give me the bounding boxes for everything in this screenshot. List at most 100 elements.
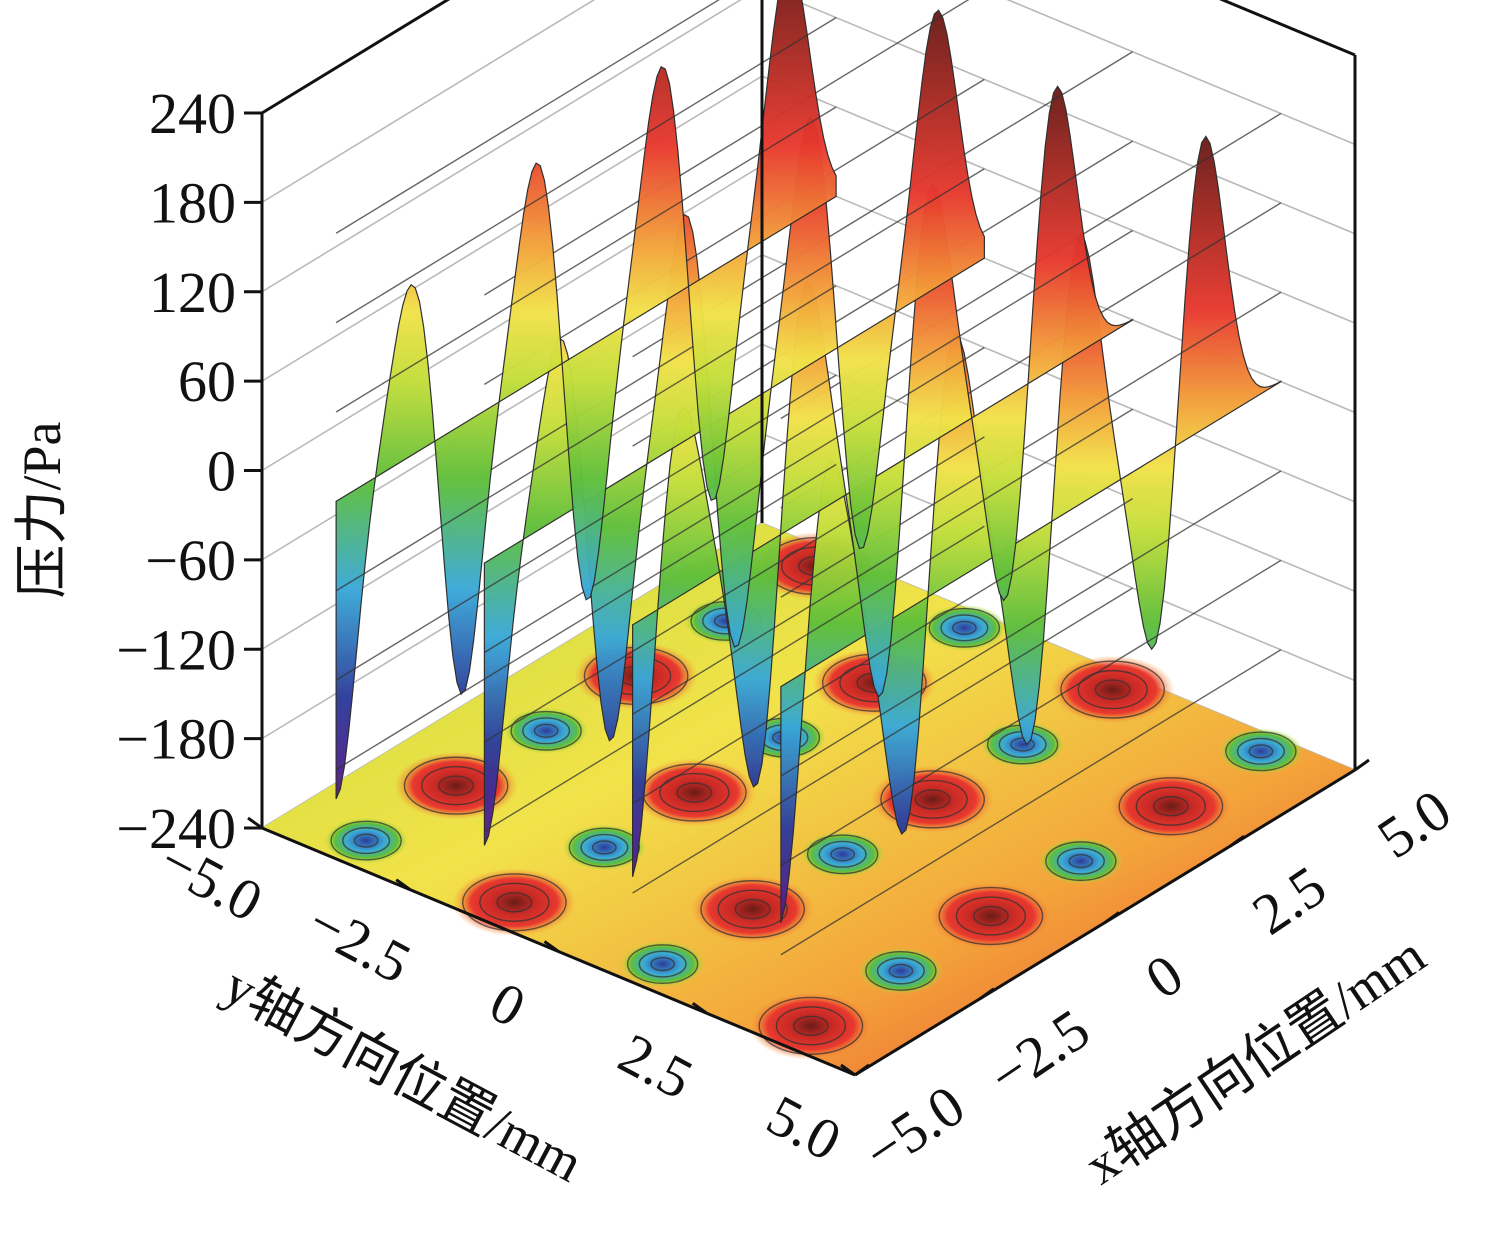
surface-contour: [632, 498, 1133, 805]
floor-contour-ring: [734, 899, 771, 920]
y-tick: [543, 940, 560, 953]
floor-low-spot: [324, 817, 409, 864]
floor-high-spot: [1050, 655, 1175, 724]
surface-contour: [780, 470, 1282, 777]
x-tick: [854, 1063, 870, 1077]
y-tick: [395, 878, 412, 891]
floor-contour-ring: [1118, 777, 1224, 836]
surface-contour: [484, 525, 985, 832]
floor-spot-fill: [690, 875, 815, 944]
floor-contour-ring: [626, 944, 699, 985]
surface-contour: [335, 17, 837, 324]
z-tick-label: −120: [116, 617, 236, 682]
floor-low-spot: [1218, 728, 1303, 775]
floor-contour-ring: [700, 880, 805, 939]
z-tick-label: 180: [149, 170, 236, 235]
floor-low-spot: [1038, 838, 1123, 885]
floor-contour-ring: [342, 827, 391, 855]
floor-low-spot: [922, 604, 1007, 651]
floor-spot-fill: [1218, 728, 1303, 775]
floor-contour-ring: [496, 892, 533, 913]
surface-row: [632, 51, 1134, 894]
floor-contour-ring: [818, 840, 867, 868]
x-tick-label: −5.0: [852, 1072, 976, 1185]
floor-contour-ring: [462, 873, 567, 932]
z-tick-label: 60: [178, 349, 236, 414]
surface-contour: [335, 374, 837, 681]
surface-contour: [780, 649, 1282, 956]
floor-spot-fill: [858, 947, 943, 995]
floor-contour-ring: [592, 840, 617, 855]
floor-spot-fill: [1038, 838, 1123, 885]
x-tick: [1229, 835, 1245, 848]
y-tick: [840, 1063, 856, 1077]
floor-spot-fill: [928, 881, 1053, 951]
floor-contour-ring: [775, 1006, 847, 1046]
floor-contour-ring: [330, 820, 402, 861]
floor-contour-ring: [1010, 737, 1035, 752]
z-gridline: [261, 0, 1356, 204]
floor-contour-ring: [758, 996, 864, 1055]
floor-contour-ring: [1056, 847, 1105, 875]
floor-contour-ring: [1045, 841, 1117, 882]
surface-contour: [632, 408, 1133, 715]
floor-spot-fill: [452, 868, 577, 937]
floor-spot-fill: [1050, 655, 1175, 724]
x-tick: [1354, 758, 1370, 772]
floor-contour-ring: [533, 723, 559, 738]
floor-contour-ring: [792, 1015, 829, 1036]
floor-contour-ring: [1135, 786, 1207, 826]
axis-frame-edge: [1219, 0, 1356, 57]
floor-spot-fill: [922, 604, 1007, 651]
floor-spot-fill: [562, 824, 647, 871]
floor-contour-ring: [1236, 737, 1285, 765]
x-tick: [1104, 911, 1120, 924]
floor-contour-ring: [659, 772, 730, 813]
pressure-surface: [335, 0, 1282, 956]
floor-contour-ring: [522, 717, 571, 745]
floor-low-spot: [858, 947, 943, 995]
y-tick-label: −2.5: [298, 889, 421, 996]
floor-contour-ring: [650, 956, 675, 972]
floor-contour-ring: [1152, 796, 1189, 817]
floor-contour-ring: [638, 950, 687, 978]
x-tick-label: 0: [1134, 941, 1194, 1011]
z-tick-label: 0: [207, 439, 236, 504]
z-tick-label: 120: [149, 260, 236, 325]
floor-contour-ring: [1068, 854, 1094, 869]
floor-low-spot: [504, 707, 589, 754]
floor-contour-ring: [938, 886, 1044, 946]
floor-contour-ring: [928, 607, 1001, 648]
floor-spot-fill: [632, 758, 757, 827]
floor-spot-fill: [1108, 772, 1233, 841]
floor-contour-ring: [1094, 679, 1131, 700]
y-tick-label: 2.5: [609, 1020, 704, 1111]
floor-contour-ring: [880, 770, 985, 829]
floor-high-spot: [748, 991, 873, 1060]
floor-contour-ring: [403, 756, 509, 815]
surface-contour: [484, 0, 970, 296]
y-tick-label: 0: [480, 969, 536, 1040]
z-tick-label: −180: [116, 707, 236, 772]
floor-contour-ring: [479, 882, 550, 922]
surface-contour: [484, 78, 985, 385]
x-tick-label: 5.0: [1366, 777, 1462, 871]
axis-frame-edge: [261, 0, 451, 115]
y-tick: [247, 816, 263, 830]
floor-high-spot: [1108, 772, 1233, 841]
z-tick-label: −240: [116, 796, 236, 861]
floor-contour-ring: [888, 963, 914, 979]
floor-contour-ring: [353, 833, 379, 848]
floor-contour-ring: [952, 620, 977, 635]
floor-contour-ring: [876, 957, 925, 985]
floor-low-spot: [800, 831, 885, 878]
floor-contour-ring: [972, 905, 1009, 927]
floor-spot-fill: [800, 831, 885, 878]
floor-contour-ring: [914, 789, 951, 810]
floor-spot-fill: [620, 940, 705, 988]
floor-contour-ring: [955, 896, 1027, 936]
surface-ribbon: [632, 85, 1134, 877]
y-tick: [691, 1002, 708, 1015]
surface-contour: [335, 0, 720, 234]
